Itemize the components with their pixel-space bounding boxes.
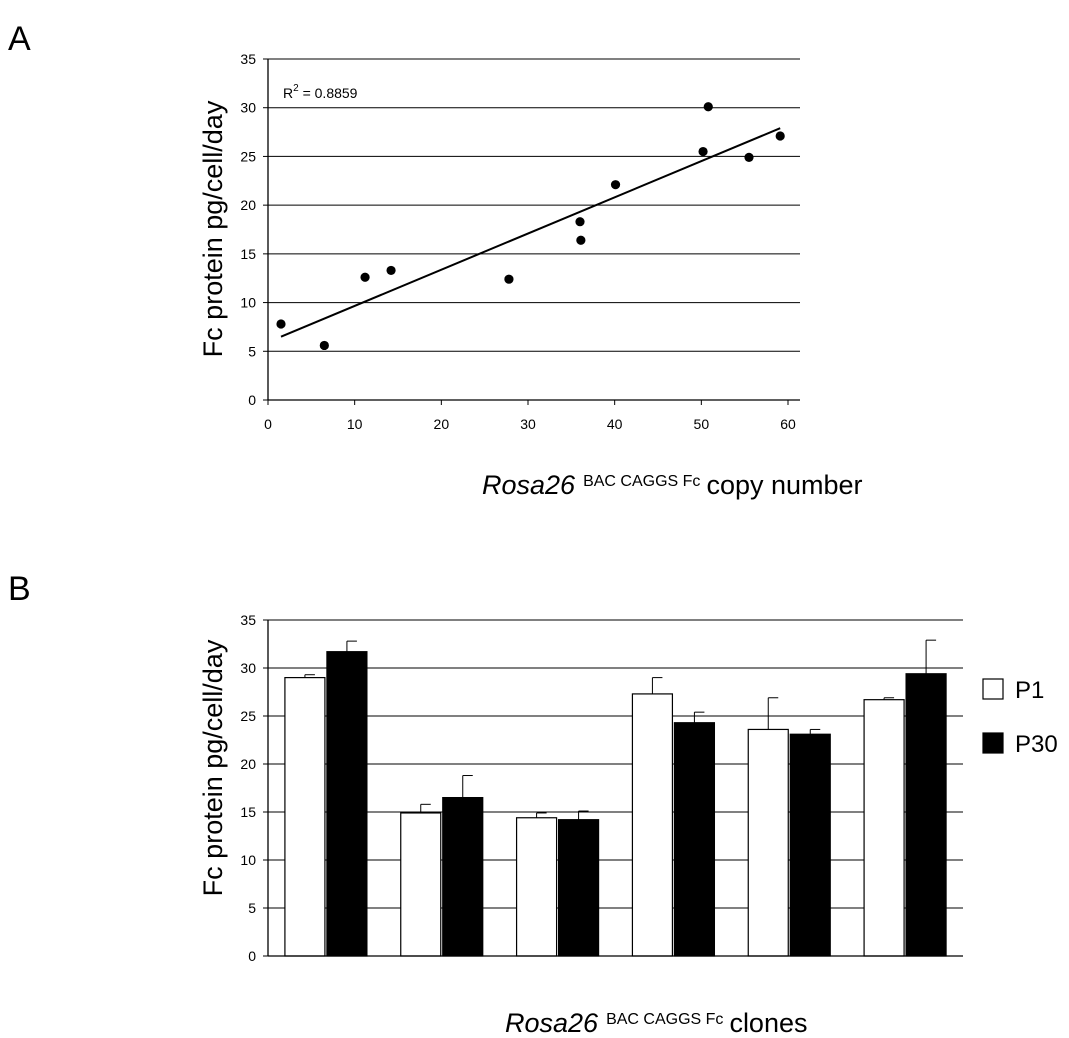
chart-b-gridlines: [268, 619, 963, 909]
chart-a-x-tick-label: 0: [264, 416, 272, 432]
r-squared-label: R2 = 0.8859: [283, 83, 358, 101]
data-point: [386, 265, 396, 276]
chart-a-x-tick-label: 20: [434, 416, 450, 432]
data-point: [775, 131, 785, 141]
bar-p30: [442, 796, 484, 957]
data-point: [610, 180, 621, 190]
chart-a-x-tick-label: 30: [520, 416, 536, 432]
data-point: [360, 272, 370, 282]
data-point: [698, 146, 708, 157]
data-point: [576, 235, 586, 245]
chart-a-gridlines: [268, 58, 800, 352]
chart-b-y-tick-label: 0: [248, 948, 256, 964]
chart-a-x-tick-label: 60: [780, 416, 796, 432]
chart-a-y-axis-title: Fc protein pg/cell/day: [198, 100, 228, 357]
bar-p30: [326, 651, 368, 957]
trendline: [280, 127, 781, 338]
bar-p1: [747, 728, 789, 957]
chart-b-y-tick-label: 10: [240, 852, 256, 868]
data-point: [703, 102, 713, 112]
bar-p1: [515, 817, 558, 957]
chart-b-y-tick-label: 25: [240, 708, 256, 724]
bar-p30: [673, 722, 716, 957]
legend-label-p30: P30: [1015, 731, 1058, 758]
chart-a-x-tick-label: 10: [347, 416, 363, 432]
chart-b-y-tick-label: 30: [240, 660, 256, 676]
chart-b-bars: [284, 639, 947, 957]
bar-p1: [631, 693, 674, 957]
bar-p30: [557, 819, 600, 957]
chart-a-x-axis-title: Rosa26 BAC CAGGS Fc copy number: [482, 470, 863, 500]
bar-p30: [905, 673, 947, 957]
data-point: [319, 340, 329, 351]
chart-a-y-tick-label: 5: [248, 343, 256, 359]
chart-b-y-tick-label: 20: [240, 756, 256, 772]
chart-a-y-tick-label: 20: [240, 197, 256, 213]
bar-p1: [400, 812, 442, 957]
chart-b-ticks: 0 5 10 15 20 25 30 35: [240, 612, 268, 964]
legend-swatch-p30: [982, 732, 1004, 754]
chart-a-y-tick-label: 10: [240, 295, 256, 311]
legend-label-p1: P1: [1015, 677, 1044, 704]
chart-b-y-tick-label: 5: [248, 900, 256, 916]
panel-label-a: A: [8, 20, 31, 58]
chart-a-points: [276, 102, 785, 351]
bar-p1: [284, 676, 326, 957]
chart-b-y-tick-label: 35: [240, 612, 256, 628]
bar-p30: [789, 733, 831, 957]
chart-a-y-tick-label: 0: [248, 392, 256, 408]
chart-a-ticks: 0 5 10 15 20 25 30 35 0 10 20 30 40 50 60: [240, 51, 796, 432]
data-point: [504, 274, 514, 284]
data-point: [744, 152, 754, 163]
bar-p1: [863, 699, 905, 957]
chart-a-x-tick-label: 50: [694, 416, 710, 432]
chart-b-x-axis-title: Rosa26 BAC CAGGS Fc clones: [505, 1008, 807, 1038]
panel-label-b: B: [8, 570, 31, 608]
chart-a-x-tick-label: 40: [607, 416, 623, 432]
chart-b: 0 5 10 15 20 25 30 35 Fc protein pg/cell/day Ro…: [198, 612, 1058, 1038]
chart-a-y-tick-label: 25: [240, 148, 256, 164]
chart-b-y-tick-label: 15: [240, 804, 256, 820]
chart-b-y-axis-title: Fc protein pg/cell/day: [198, 639, 228, 896]
data-point: [575, 217, 585, 227]
legend: P1 P30: [982, 677, 1058, 758]
legend-swatch-p1: [982, 678, 1004, 700]
chart-a-y-tick-label: 15: [240, 246, 256, 262]
chart-a-y-tick-label: 30: [240, 100, 256, 116]
chart-a-y-tick-label: 35: [240, 51, 256, 67]
data-point: [276, 319, 286, 329]
